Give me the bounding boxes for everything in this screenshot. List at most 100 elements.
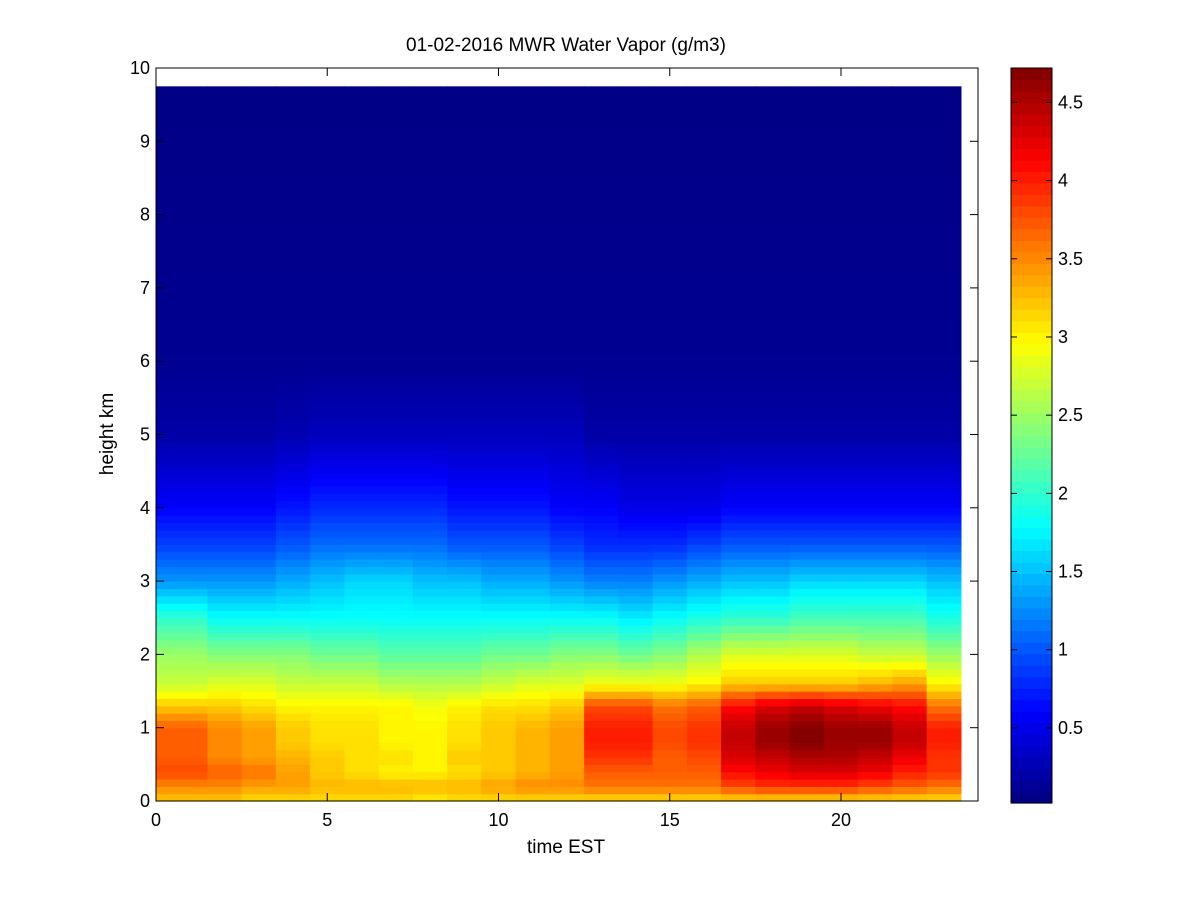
heatmap-cell — [584, 353, 619, 362]
heatmap-cell — [721, 771, 756, 780]
heatmap-cell — [447, 324, 482, 333]
heatmap-cell — [207, 529, 243, 538]
heatmap-cell — [412, 273, 448, 282]
heatmap-cell — [926, 199, 962, 208]
x-tick-label: 20 — [831, 810, 851, 830]
heatmap-cell — [858, 625, 893, 634]
heatmap-cell — [549, 309, 585, 318]
heatmap-cell — [344, 331, 380, 340]
heatmap-cell — [207, 683, 243, 692]
heatmap-cell — [481, 786, 517, 795]
heatmap-cell — [652, 170, 688, 179]
heatmap-cell — [310, 566, 345, 575]
heatmap-cell — [515, 456, 551, 465]
heatmap-cell — [447, 691, 482, 699]
heatmap-cell — [652, 302, 688, 311]
heatmap-cell — [241, 243, 277, 252]
heatmap-cell — [207, 287, 243, 296]
heatmap-cell — [823, 735, 859, 743]
heatmap-cell — [447, 287, 482, 296]
heatmap-cell — [310, 786, 345, 795]
heatmap-cell — [515, 405, 551, 414]
heatmap-cell — [515, 265, 551, 274]
heatmap-cell — [858, 764, 893, 773]
heatmap-cell — [378, 243, 414, 252]
heatmap-cell — [549, 551, 585, 560]
heatmap-cell — [926, 273, 962, 282]
heatmap-cell — [412, 331, 448, 340]
heatmap-cell — [378, 691, 414, 699]
heatmap-cell — [926, 507, 962, 516]
heatmap-cell — [412, 485, 448, 494]
heatmap-cell — [618, 757, 654, 765]
heatmap-cell — [858, 177, 893, 186]
heatmap-cell — [755, 500, 791, 509]
heatmap-cell — [652, 647, 688, 655]
heatmap-cell — [584, 676, 619, 685]
heatmap-cell — [618, 317, 654, 326]
heatmap-cell — [618, 566, 654, 575]
heatmap-cell — [584, 243, 619, 252]
heatmap-cell — [686, 559, 722, 568]
heatmap-cell — [412, 104, 448, 113]
heatmap-cell — [173, 654, 208, 663]
heatmap-cell — [686, 258, 722, 267]
heatmap-cell — [412, 280, 448, 289]
heatmap-cell — [275, 155, 311, 164]
heatmap-cell — [207, 544, 243, 553]
y-tick-label: 0 — [140, 791, 150, 811]
heatmap-cell — [618, 515, 654, 524]
heatmap-cell — [310, 764, 345, 773]
heatmap-cell — [310, 397, 345, 406]
heatmap-cell — [858, 735, 893, 743]
heatmap-cell — [686, 441, 722, 450]
y-tick-label: 7 — [140, 278, 150, 298]
colorbar-segment — [1011, 607, 1052, 620]
heatmap-cell — [207, 720, 243, 729]
heatmap-cell — [618, 735, 654, 743]
heatmap-cell — [275, 427, 311, 436]
heatmap-cell — [378, 742, 414, 751]
heatmap-cell — [481, 669, 517, 677]
heatmap-cell — [207, 383, 243, 392]
heatmap-cell — [926, 603, 962, 612]
heatmap-cell — [241, 449, 277, 458]
colorbar-segment — [1011, 297, 1052, 310]
heatmap-cell — [310, 324, 345, 333]
heatmap-cell — [412, 317, 448, 326]
heatmap-cell — [481, 243, 517, 252]
heatmap-cell — [858, 566, 893, 575]
heatmap-cell — [241, 595, 277, 604]
heatmap-cell — [275, 331, 311, 340]
heatmap-cell — [823, 397, 859, 406]
heatmap-cell — [618, 170, 654, 179]
heatmap-cell — [173, 324, 208, 333]
heatmap-cell — [344, 551, 380, 560]
heatmap-cell — [549, 163, 585, 172]
heatmap-cell — [156, 683, 174, 692]
heatmap-cell — [652, 339, 688, 348]
heatmap-cell — [310, 111, 345, 120]
colorbar-segment — [1011, 469, 1052, 483]
heatmap-cell — [584, 647, 619, 655]
heatmap-cell — [412, 236, 448, 245]
heatmap-cell — [858, 669, 893, 677]
heatmap-cell — [789, 478, 825, 487]
heatmap-cell — [652, 537, 688, 546]
heatmap-cell — [858, 229, 893, 238]
heatmap-cell — [241, 86, 277, 91]
heatmap-cell — [481, 698, 517, 707]
heatmap-cell — [584, 427, 619, 436]
heatmap-cell — [207, 625, 243, 634]
heatmap-cell — [173, 302, 208, 311]
heatmap-cell — [310, 588, 345, 597]
heatmap-cell — [618, 287, 654, 296]
heatmap-cell — [618, 559, 654, 568]
heatmap-cell — [412, 258, 448, 267]
heatmap-cell — [156, 89, 174, 98]
heatmap-cell — [789, 647, 825, 655]
colorbar-segment — [1011, 745, 1052, 758]
heatmap-cell — [344, 302, 380, 311]
heatmap-cell — [686, 287, 722, 296]
heatmap-cell — [892, 632, 928, 641]
